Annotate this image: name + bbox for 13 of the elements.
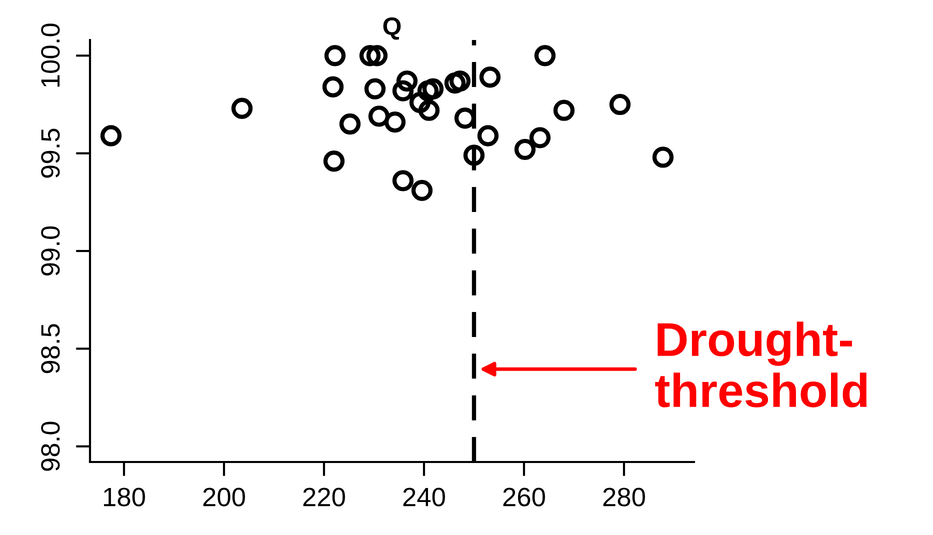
x-tick-label: 260 <box>503 488 545 506</box>
y-tick-label: 99.0 <box>41 226 60 276</box>
y-tick-label: 98.0 <box>41 422 60 471</box>
y-tick-label: 99.5 <box>41 128 60 178</box>
x-tick-label: 180 <box>104 488 145 506</box>
y-tick-label: 100.0 <box>41 24 60 87</box>
x-tick-label: 280 <box>603 488 645 506</box>
annotation: Drought- threshold <box>655 322 867 408</box>
x-tick-label: 200 <box>203 488 245 506</box>
x-tick-label: 240 <box>403 488 445 506</box>
y-tick-label: 98.5 <box>41 324 60 374</box>
chart-title: Q <box>383 17 401 40</box>
x-tick-label: 220 <box>303 488 345 506</box>
